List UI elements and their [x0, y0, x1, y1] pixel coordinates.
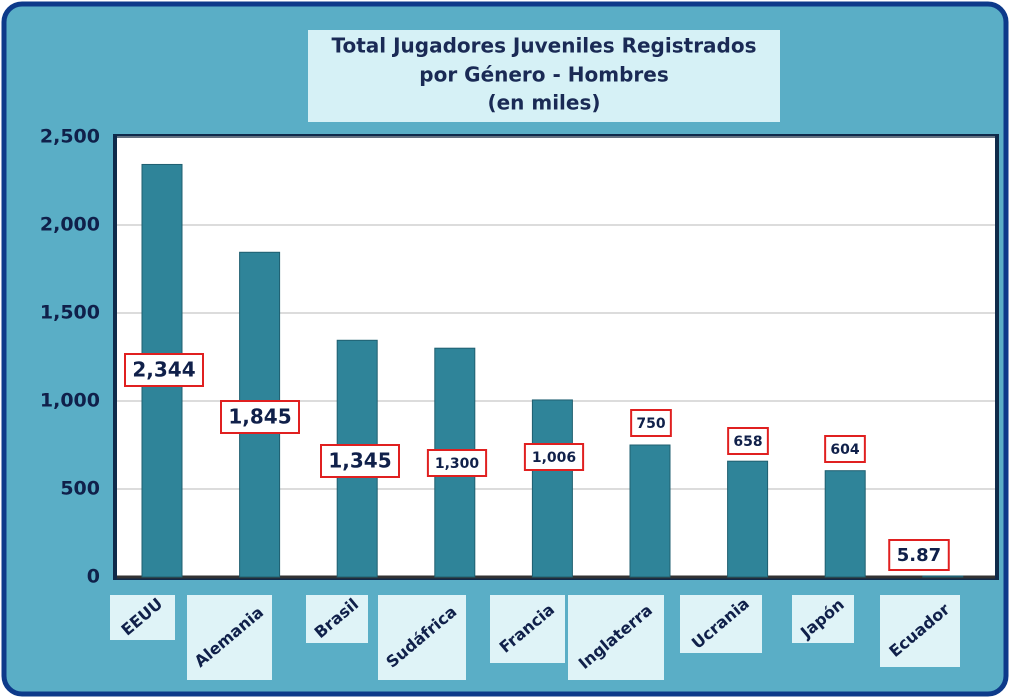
x-label-box	[490, 595, 565, 663]
value-label-box	[320, 444, 400, 478]
value-label-box	[888, 539, 950, 571]
value-label: 2,344	[132, 358, 195, 382]
y-tick-label: 1,000	[40, 390, 100, 412]
x-label-box	[110, 595, 175, 640]
x-label-box	[880, 595, 960, 667]
x-label-box	[568, 595, 664, 680]
value-label: 1,345	[328, 449, 391, 473]
chart-title: por Género - Hombres	[419, 63, 668, 87]
x-label-box	[680, 595, 762, 653]
y-tick-label: 1,500	[40, 302, 100, 324]
chart-title: Total Jugadores Juveniles Registrados	[331, 34, 756, 58]
y-tick-label: 0	[87, 566, 100, 588]
value-label: 5.87	[897, 545, 941, 566]
x-label-box	[792, 595, 854, 643]
bar	[922, 575, 964, 578]
chart-title: (en miles)	[487, 91, 600, 115]
value-label: 658	[733, 434, 762, 450]
value-label-box	[220, 400, 300, 434]
value-label-box	[727, 427, 769, 455]
title-box	[308, 30, 780, 122]
value-label: 1,845	[228, 405, 291, 429]
value-label-box	[523, 443, 585, 471]
value-label: 750	[636, 416, 665, 432]
x-label-box	[378, 595, 466, 680]
bar	[629, 444, 671, 578]
bar	[531, 399, 573, 578]
y-tick-label: 2,000	[40, 214, 100, 236]
value-label-box	[630, 409, 672, 437]
value-label: 1,006	[532, 450, 576, 466]
value-label: 604	[830, 442, 859, 458]
value-label-box	[426, 449, 488, 477]
x-label-box	[306, 595, 368, 643]
value-label: 1,300	[435, 456, 480, 472]
x-label-box	[187, 595, 272, 680]
value-label-box	[824, 435, 866, 463]
y-tick-label: 2,500	[40, 126, 100, 148]
value-label-box	[124, 353, 204, 387]
bar	[727, 460, 769, 578]
y-tick-label: 500	[60, 478, 100, 500]
bar	[824, 470, 866, 578]
